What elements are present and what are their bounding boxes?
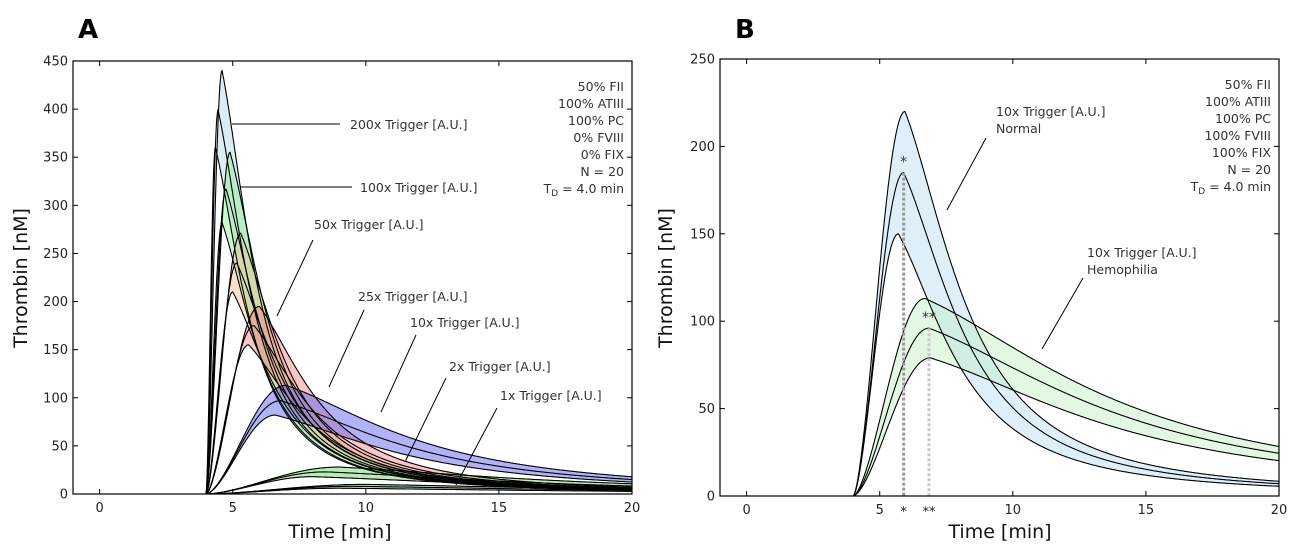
ytick-label: 150	[690, 227, 715, 242]
xtick-label: 0	[742, 503, 750, 518]
ytick-label: 300	[43, 199, 68, 214]
label-1x: 1x Trigger [A.U.]	[500, 388, 602, 403]
panel-a-conditions: 50% FII 100% ATIII 100% PC 0% FVIII 0% FIX N …	[543, 79, 625, 199]
label-25x: 25x Trigger [A.U.]	[358, 289, 468, 304]
condition-line: 0% FIX	[581, 147, 625, 162]
label-10x: 10x Trigger [A.U.]	[410, 315, 520, 330]
condition-line: 100% FIX	[1212, 145, 1272, 160]
ytick-label: 400	[43, 103, 68, 118]
label-normal: Normal	[996, 121, 1041, 136]
ytick-label: 0	[60, 488, 68, 503]
ytick-label: 250	[43, 247, 68, 262]
condition-line: 50% FII	[1225, 77, 1271, 92]
condition-line: TD = 4.0 min	[543, 181, 624, 199]
panel-b-ylabel: Thrombin [nM]	[655, 208, 677, 349]
xtick-label: 15	[491, 501, 508, 516]
plot-frame-a	[72, 60, 633, 495]
ytick-label: 200	[43, 295, 68, 310]
panel-b-bands	[720, 111, 1279, 496]
condition-line: 100% FVIII	[1204, 128, 1271, 143]
leader-50x	[276, 239, 314, 317]
marker-star-axis-1: **	[922, 505, 936, 520]
xtick-label: 5	[876, 503, 884, 518]
label-100x: 100x Trigger [A.U.]	[360, 180, 478, 195]
condition-line: 100% PC	[568, 113, 624, 128]
ytick-label: 100	[43, 391, 68, 406]
plot-frame-b	[719, 58, 1280, 497]
panel-b-xlabel: Time [min]	[947, 521, 1051, 543]
xtick-label: 20	[624, 501, 641, 516]
xtick-label: 20	[1271, 503, 1288, 518]
panel-b: B ****** 10x Trigger [A.U.] Normal 10x T…	[655, 15, 1287, 543]
panel-a-annotation-lines	[232, 123, 498, 486]
condition-line: N = 20	[1227, 162, 1271, 177]
marker-star-top-0: *	[900, 155, 907, 171]
band-a-5	[73, 467, 632, 494]
label-normal-trigger: 10x Trigger [A.U.]	[996, 104, 1106, 119]
ytick-label: 200	[690, 140, 715, 155]
label-hemophilia: Hemophilia	[1087, 262, 1158, 277]
panel-b-markers: ******	[900, 155, 936, 520]
panel-a-xlabel: Time [min]	[287, 521, 391, 543]
marker-star-axis-0: *	[900, 505, 907, 520]
panel-a: A 200x Trigger [A.U.] 100x Trigger [A.U.…	[10, 15, 640, 543]
ytick-label: 0	[707, 490, 715, 505]
panel-b-letter: B	[735, 15, 755, 45]
label-hemophilia-trigger: 10x Trigger [A.U.]	[1087, 245, 1197, 260]
xtick-label: 5	[229, 501, 237, 516]
leader-normal	[946, 137, 987, 211]
ytick-label: 50	[698, 402, 715, 417]
condition-line: 0% FVIII	[573, 130, 624, 145]
condition-line: TD = 4.0 min	[1190, 179, 1271, 197]
panel-a-letter: A	[78, 15, 98, 45]
condition-line: 50% FII	[578, 79, 624, 94]
panel-b-conditions: 50% FII 100% ATIII 100% PC 100% FVIII 100% F…	[1190, 77, 1272, 197]
leader-1x	[455, 407, 498, 486]
ytick-label: 350	[43, 151, 68, 166]
ytick-label: 250	[690, 53, 715, 68]
condition-line: 100% ATIII	[1205, 94, 1271, 109]
condition-line: N = 20	[580, 164, 624, 179]
leader-hemophilia	[1041, 277, 1084, 350]
xtick-label: 0	[95, 501, 103, 516]
panel-a-bands	[73, 70, 632, 494]
leader-10x	[380, 334, 417, 413]
leader-2x	[404, 377, 447, 463]
label-50x: 50x Trigger [A.U.]	[314, 217, 424, 232]
leader-25x	[328, 309, 365, 388]
xtick-label: 10	[1005, 503, 1022, 518]
ytick-label: 150	[43, 343, 68, 358]
label-200x: 200x Trigger [A.U.]	[350, 117, 468, 132]
ytick-label: 50	[51, 439, 68, 454]
ytick-label: 100	[690, 315, 715, 330]
ytick-label: 450	[43, 55, 68, 70]
panel-b-annotation-lines	[946, 137, 1084, 350]
label-2x: 2x Trigger [A.U.]	[449, 359, 551, 374]
condition-line: 100% PC	[1215, 111, 1271, 126]
condition-line: 100% ATIII	[558, 96, 624, 111]
xtick-label: 15	[1138, 503, 1155, 518]
marker-star-top-1: **	[922, 310, 936, 326]
xtick-label: 10	[358, 501, 375, 516]
panel-a-ylabel: Thrombin [nM]	[10, 208, 32, 349]
